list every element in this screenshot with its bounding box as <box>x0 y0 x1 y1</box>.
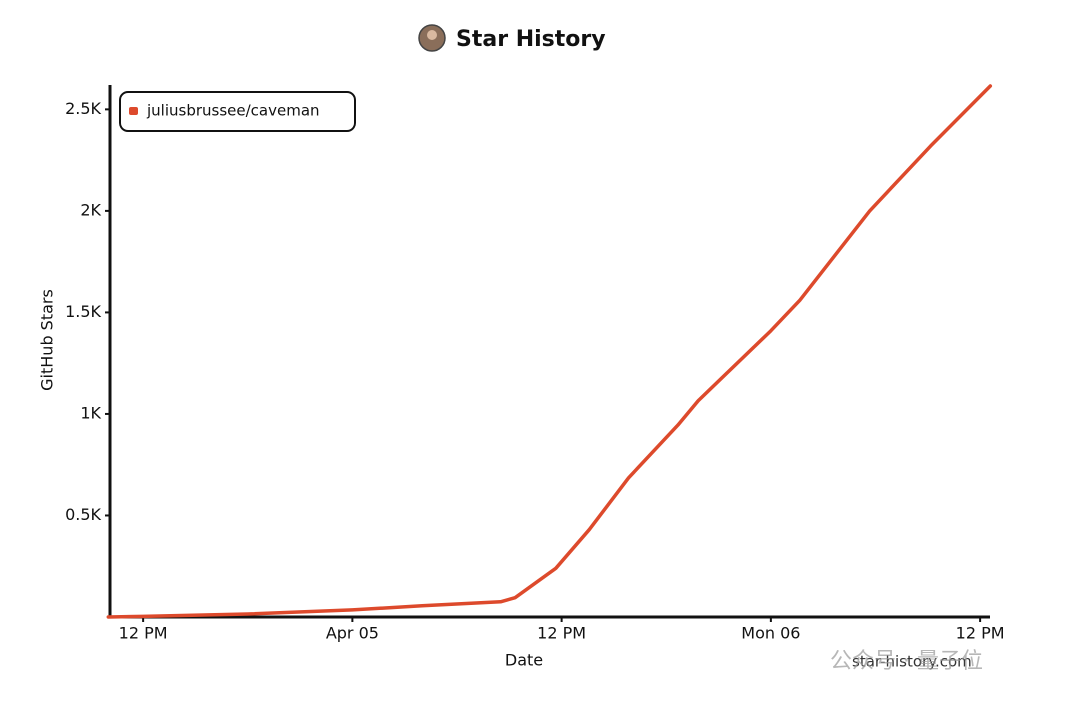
y-axis-label: GitHub Stars <box>38 289 57 391</box>
x-tick-label: Mon 06 <box>741 624 800 643</box>
watermark: star-history.com <box>852 653 972 671</box>
x-tick-label: 12 PM <box>537 624 586 643</box>
legend-swatch <box>129 107 138 115</box>
legend-label: juliusbrussee/caveman <box>146 102 320 120</box>
x-tick-label: 12 PM <box>956 624 1005 643</box>
x-axis-label: Date <box>505 651 543 670</box>
y-tick-label: 0.5K <box>65 505 101 524</box>
y-tick-label: 2K <box>80 200 101 219</box>
x-tick-label: Apr 05 <box>326 624 379 643</box>
series-line <box>106 84 993 619</box>
y-tick-label: 2.5K <box>65 99 101 118</box>
x-tick-label: 12 PM <box>119 624 168 643</box>
wechat-watermark: 公众号 · 量子位 <box>830 649 983 674</box>
chart-title: Star History <box>456 27 606 52</box>
legend-box <box>119 91 356 132</box>
avatar-face <box>427 30 437 40</box>
y-tick-label: 1.5K <box>65 302 101 321</box>
y-tick-label: 1K <box>80 403 101 422</box>
